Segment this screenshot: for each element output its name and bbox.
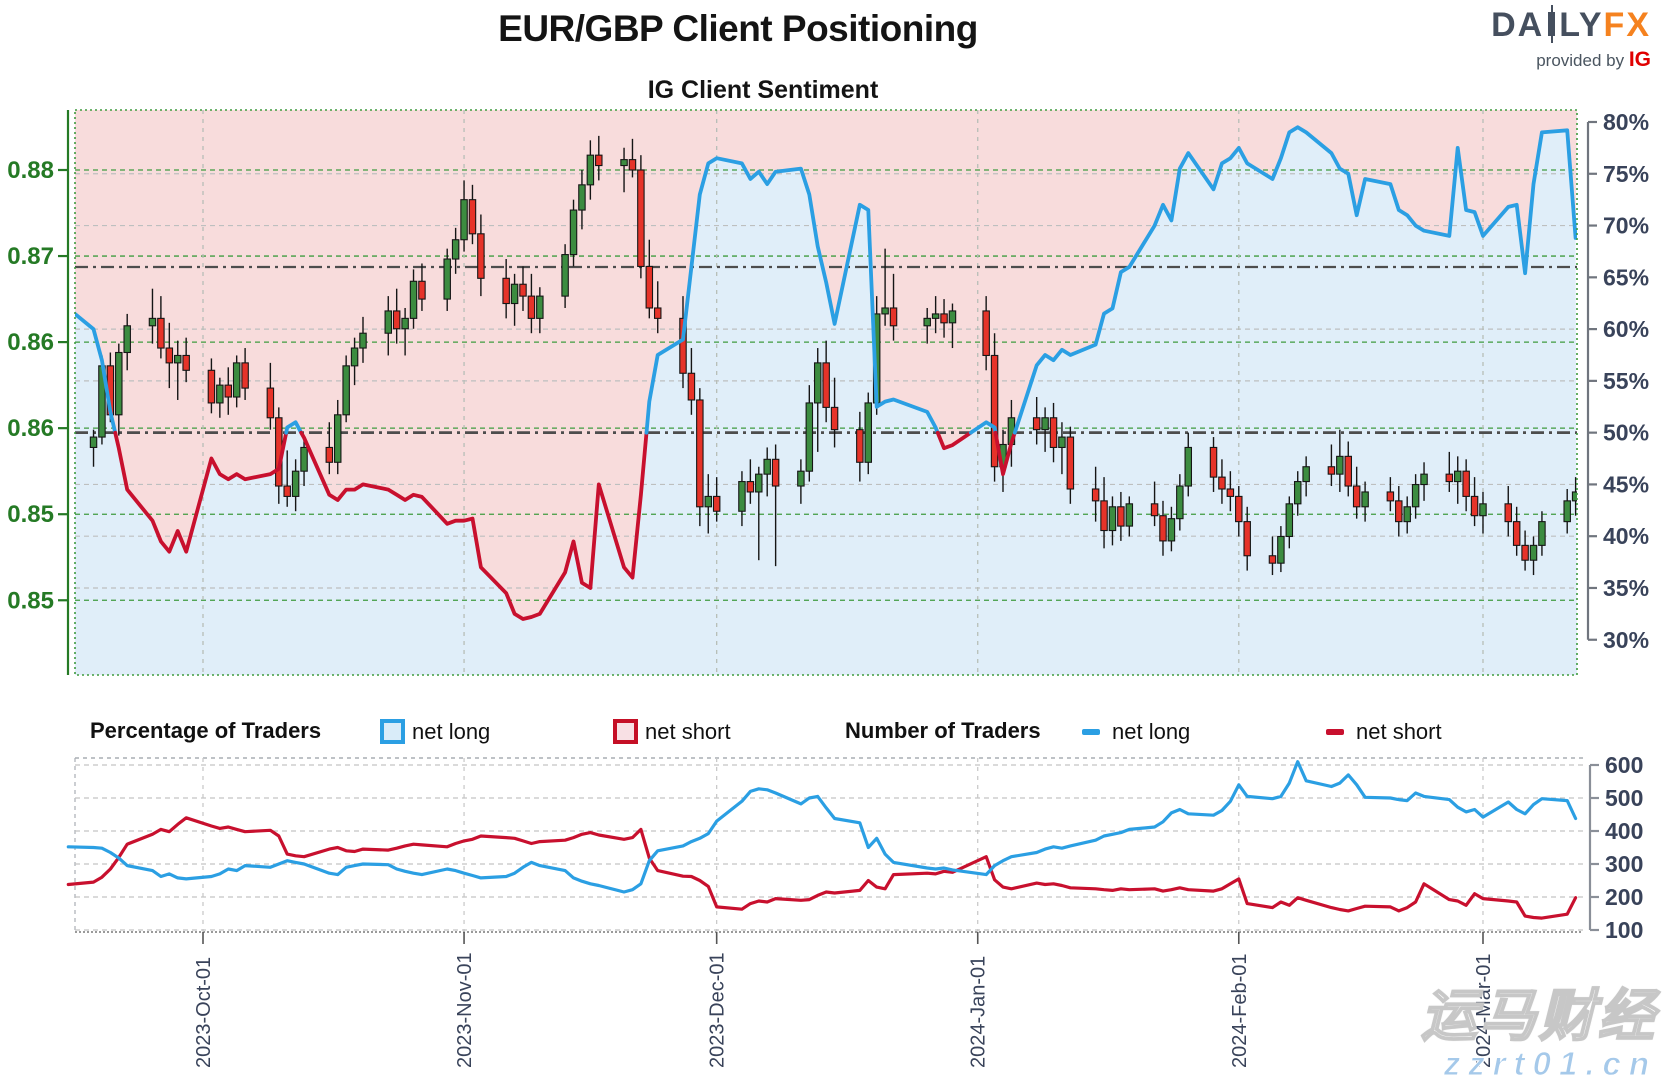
ig-logo: IG (1628, 48, 1651, 71)
traders-line-net-short (66, 816, 1578, 920)
logo-text-ly: LY (1559, 6, 1604, 44)
legend-label-pct-net-short: net short (645, 719, 731, 744)
date-tick-label: 2024-Jan-01 (968, 956, 990, 1068)
percent-tick-label: 65% (1603, 264, 1649, 290)
legend-dash-count-net-long (1082, 729, 1100, 735)
logo-text-da: DA (1491, 6, 1545, 44)
traders-count-axis: 600 500 400 300 200 100 (1588, 752, 1643, 943)
main-chart: 0.88 0.87 0.86 0.86 0.85 0.85 80% 75% 70% 65% 60% 5… (7, 109, 1649, 676)
candles-layer (89, 135, 1577, 576)
percent-tick-label: 40% (1603, 523, 1649, 549)
percent-tick-label: 80% (1603, 109, 1649, 135)
dailyfx-logo-wordmark: DA LYFX (1491, 5, 1651, 44)
legend-group-number-of-traders: Number of Traders (845, 718, 1041, 743)
legend-label-count-net-long: net long (1112, 719, 1191, 744)
date-tick-label: 2023-Oct-01 (193, 957, 215, 1068)
price-tick-label: 0.87 (7, 243, 54, 270)
logo-text-fx: FX (1603, 6, 1651, 44)
sentiment-line (75, 125, 1577, 621)
logo-provided-by: provided by IG (1491, 48, 1651, 72)
legend-swatch-pct-net-long (380, 719, 405, 744)
count-tick-label: 100 (1605, 917, 1643, 943)
legend-dash-count-net-short (1326, 729, 1344, 735)
price-tick-label: 0.85 (7, 501, 54, 528)
date-tick-label: 2024-Mar-01 (1473, 953, 1495, 1068)
candlestick-icon (1548, 5, 1556, 43)
fill-net-short-majority (75, 110, 1577, 619)
count-tick-label: 200 (1605, 884, 1643, 910)
percent-tick-label: 75% (1603, 161, 1649, 187)
percent-tick-label: 45% (1603, 471, 1649, 497)
percent-tick-label: 35% (1603, 575, 1649, 601)
count-tick-label: 500 (1605, 785, 1643, 811)
count-tick-label: 300 (1605, 851, 1643, 877)
percent-tick-label: 70% (1603, 213, 1649, 239)
main-plot-border (74, 109, 1578, 676)
price-tick-label: 0.85 (7, 587, 54, 614)
dailyfx-logo: DA LYFX provided by IG (1491, 5, 1651, 72)
legend-label-count-net-short: net short (1356, 719, 1442, 744)
date-tick-label: 2024-Feb-01 (1229, 953, 1251, 1068)
legend-label-pct-net-long: net long (412, 719, 491, 744)
page-title: EUR/GBP Client Positioning (498, 8, 978, 49)
price-tick-label: 0.86 (7, 329, 54, 356)
price-axis: 0.88 0.87 0.86 0.86 0.85 0.85 (7, 110, 70, 675)
date-axis: 2023-Oct-01 2023-Nov-01 2023-Dec-01 2024-Ja… (193, 932, 1495, 1068)
date-tick-label: 2023-Dec-01 (707, 952, 729, 1068)
percent-axis: 80% 75% 70% 65% 60% 55% 50% 45% 40% 35% 30% (1586, 109, 1649, 653)
count-tick-label: 400 (1605, 818, 1643, 844)
chart-subtitle: IG Client Sentiment (647, 76, 879, 104)
legend-group-percentage-of-traders: Percentage of Traders (90, 718, 322, 743)
percent-tick-label: 30% (1603, 627, 1649, 653)
date-tick-label: 2023-Nov-01 (454, 952, 476, 1068)
traders-line-net-long (66, 760, 1578, 894)
provided-by-text: provided by (1536, 51, 1625, 70)
percent-tick-label: 60% (1603, 316, 1649, 342)
traders-chart: 600 500 400 300 200 100 2023-Oct-01 2023-Nov-01… (66, 752, 1643, 1068)
count-tick-label: 600 (1605, 752, 1643, 778)
price-tick-label: 0.88 (7, 157, 54, 184)
percent-tick-label: 55% (1603, 368, 1649, 394)
legend-swatch-pct-net-short (613, 719, 638, 744)
price-tick-label: 0.86 (7, 415, 54, 442)
percent-tick-label: 50% (1603, 420, 1649, 446)
